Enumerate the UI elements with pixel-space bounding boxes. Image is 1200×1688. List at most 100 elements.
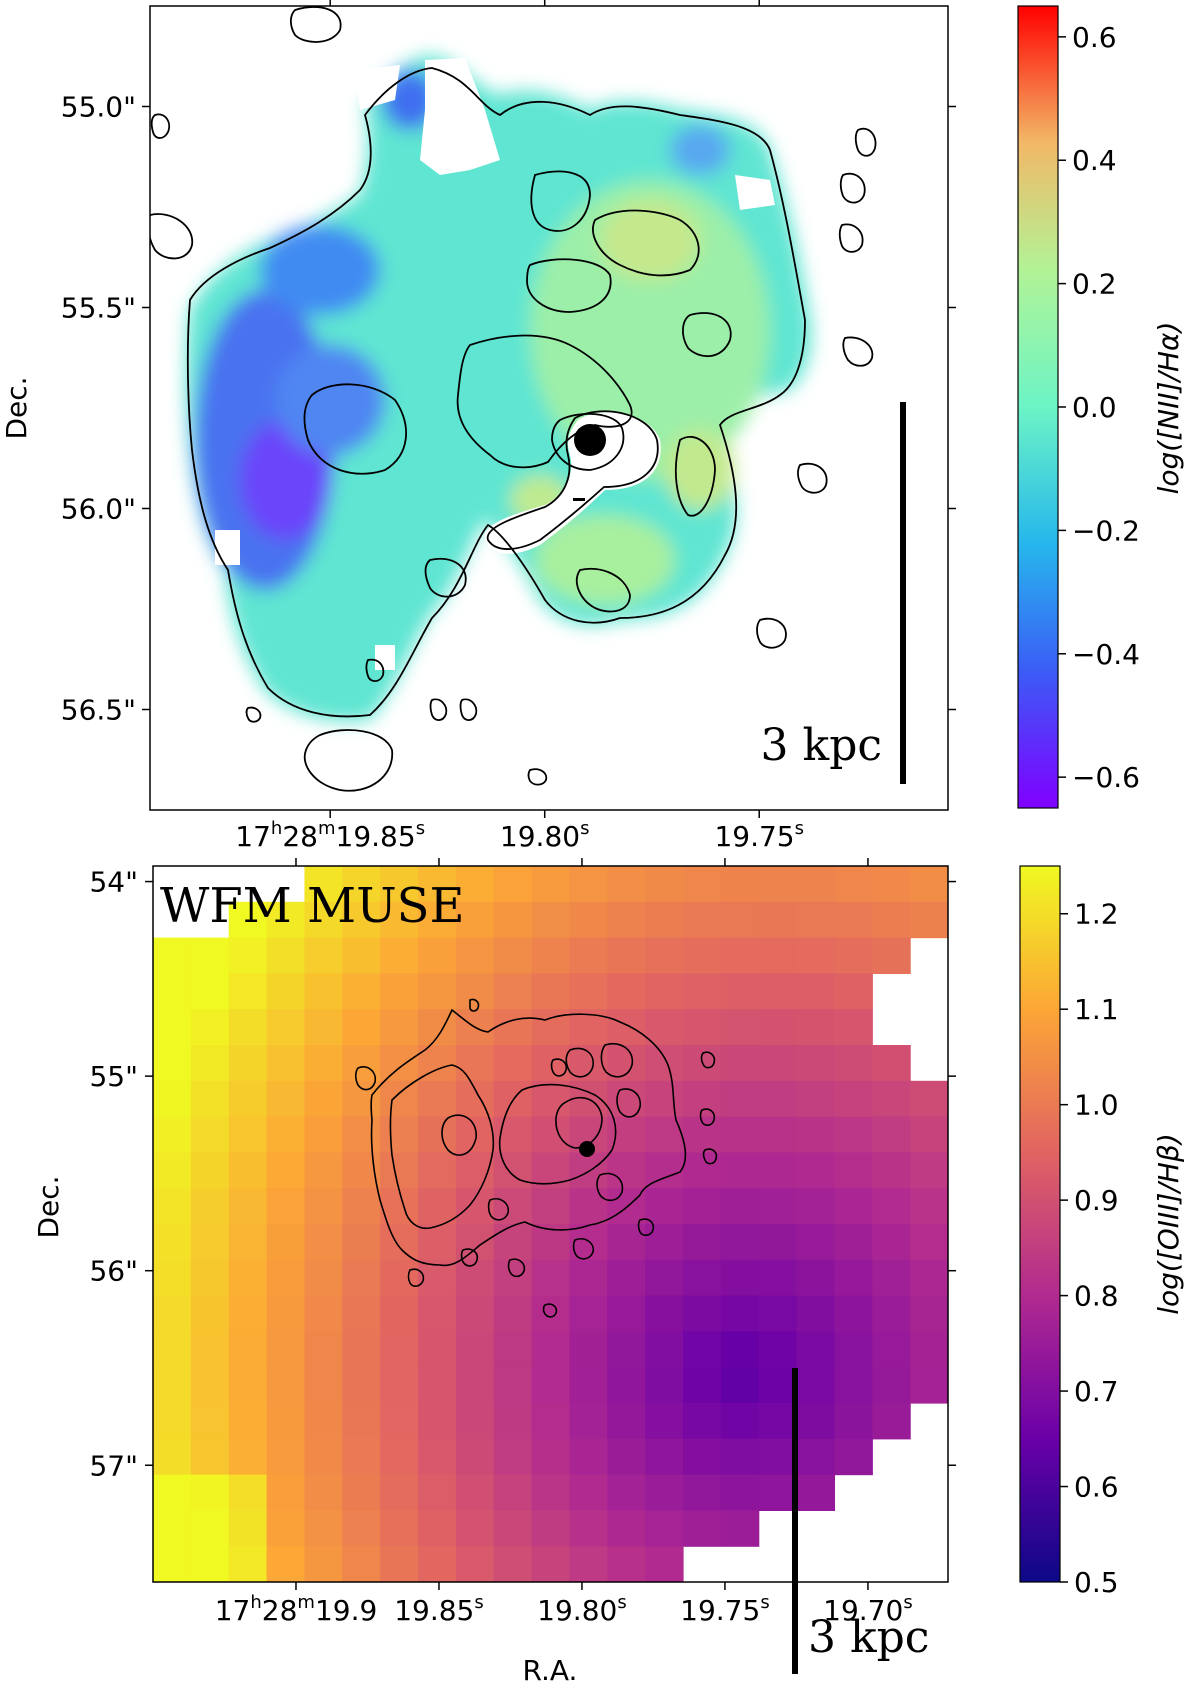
top-xtick-label-part: 28 bbox=[282, 820, 318, 853]
oiii-pixel bbox=[228, 1259, 268, 1297]
bottom-xtick-label-part: s bbox=[474, 1592, 483, 1613]
oiii-pixel bbox=[720, 1331, 760, 1368]
oiii-pixel bbox=[266, 1152, 306, 1189]
oiii-pixel bbox=[607, 937, 646, 974]
oiii-pixel bbox=[304, 1367, 343, 1404]
colorbar-bottom-label: log([OIII]/Hβ) bbox=[1152, 1133, 1185, 1315]
oiii-pixel bbox=[266, 1474, 306, 1511]
oiii-pixel bbox=[455, 1116, 495, 1153]
oiii-pixel bbox=[758, 1438, 798, 1476]
oiii-pixel bbox=[228, 1546, 268, 1582]
oiii-pixel bbox=[342, 1259, 381, 1297]
oiii-pixel bbox=[190, 1224, 230, 1261]
oiii-pixel bbox=[380, 973, 419, 1010]
oiii-pixel bbox=[607, 1331, 646, 1368]
oiii-pixel bbox=[342, 901, 381, 939]
oiii-pixel bbox=[758, 973, 798, 1010]
bottom-xtick-label-part: s bbox=[903, 1592, 912, 1613]
top-ylabel: Dec. bbox=[0, 376, 33, 439]
top-xtick-label-part: 19.80 bbox=[500, 820, 580, 853]
oiii-pixel bbox=[531, 1080, 571, 1118]
oiii-pixel bbox=[380, 1116, 419, 1153]
oiii-pixel bbox=[910, 1116, 948, 1153]
colorbar-bottom-gradient bbox=[1019, 865, 1061, 1583]
bottom-cbtick-label: 0.9 bbox=[1074, 1184, 1119, 1217]
oiii-pixel bbox=[720, 1152, 760, 1189]
oiii-pixel bbox=[645, 1188, 684, 1225]
oiii-pixel bbox=[607, 1546, 646, 1582]
oiii-pixel bbox=[342, 1188, 381, 1225]
oiii-pixel bbox=[720, 901, 760, 939]
oiii-pixel bbox=[493, 937, 533, 974]
oiii-pixel bbox=[493, 1152, 533, 1189]
nii-ratio-map bbox=[150, 6, 877, 792]
oiii-pixel bbox=[569, 1188, 608, 1225]
oiii-pixel bbox=[531, 1546, 571, 1582]
oiii-pixel bbox=[683, 1367, 722, 1404]
oiii-pixel bbox=[342, 1295, 381, 1332]
oiii-pixel bbox=[910, 1367, 948, 1404]
oiii-pixel bbox=[645, 1546, 684, 1582]
oiii-pixel bbox=[834, 1259, 873, 1297]
oiii-pixel bbox=[342, 1224, 381, 1261]
oiii-pixel bbox=[910, 866, 948, 903]
oiii-pixel bbox=[645, 1331, 684, 1368]
bottom-ytick-label: 54" bbox=[89, 866, 138, 899]
oiii-pixel bbox=[380, 1224, 419, 1261]
oiii-pixel bbox=[190, 1331, 230, 1368]
oiii-pixel bbox=[153, 1188, 192, 1225]
oiii-pixel bbox=[190, 1403, 230, 1440]
oiii-pixel bbox=[683, 973, 722, 1010]
top-xtick-label: 19.75s bbox=[714, 818, 804, 853]
scale-bar-bottom-label: 3 kpc bbox=[808, 1612, 929, 1663]
top-ytick-label: 56.5" bbox=[61, 694, 136, 727]
oiii-pixel bbox=[645, 866, 684, 903]
oiii-pixel bbox=[758, 1080, 798, 1118]
colorbar-top-ticks: 0.6 0.4 0.2 0.0 −0.2 −0.4 −0.6 bbox=[1058, 21, 1140, 794]
oiii-pixel bbox=[304, 1510, 343, 1547]
oiii-pixel bbox=[342, 1546, 381, 1582]
top-cbtick-label: 0.6 bbox=[1072, 21, 1117, 54]
oiii-pixel bbox=[758, 1403, 798, 1440]
oiii-pixel bbox=[569, 866, 608, 903]
oiii-pixel bbox=[380, 1438, 419, 1476]
oiii-pixel bbox=[418, 1295, 457, 1332]
oiii-pixel bbox=[342, 1331, 381, 1368]
oiii-pixel bbox=[418, 937, 457, 974]
oiii-pixel bbox=[569, 1295, 608, 1332]
oiii-pixel bbox=[153, 1080, 192, 1118]
oiii-pixel bbox=[342, 1080, 381, 1118]
oiii-pixel bbox=[796, 866, 836, 903]
scale-bar-top: 3 kpc bbox=[761, 402, 906, 784]
oiii-pixel bbox=[531, 1295, 571, 1332]
oiii-pixel bbox=[569, 1331, 608, 1368]
bottom-ytick-label: 55" bbox=[89, 1060, 138, 1093]
oiii-pixel bbox=[569, 1510, 608, 1547]
oiii-pixel bbox=[683, 1152, 722, 1189]
oiii-pixel bbox=[758, 1009, 798, 1046]
oiii-pixel bbox=[531, 1367, 571, 1404]
bottom-xtick-label-part: 19.70 bbox=[823, 1594, 903, 1627]
oiii-pixel bbox=[720, 1403, 760, 1440]
oiii-pixel bbox=[796, 1009, 836, 1046]
oiii-pixel bbox=[493, 1188, 533, 1225]
oiii-pixel bbox=[304, 1080, 343, 1118]
colorbar-bottom-ticks: 1.2 1.1 1.0 0.9 0.8 0.7 0.6 0.5 bbox=[1060, 898, 1119, 1599]
colorbar-top-label: log([NII]/Hα) bbox=[1152, 322, 1185, 495]
oiii-pixel bbox=[153, 1224, 192, 1261]
bottom-ytick-label: 57" bbox=[89, 1449, 138, 1482]
oiii-pixel bbox=[190, 1367, 230, 1404]
oiii-pixel bbox=[153, 1009, 192, 1046]
oiii-pixel bbox=[872, 1080, 911, 1118]
oiii-pixel bbox=[720, 1009, 760, 1046]
oiii-pixel bbox=[569, 973, 608, 1010]
oiii-pixel bbox=[834, 1152, 873, 1189]
oiii-pixel bbox=[493, 866, 533, 903]
oiii-pixel bbox=[380, 901, 419, 939]
oiii-pixel bbox=[607, 866, 646, 903]
oiii-pixel bbox=[531, 1474, 571, 1511]
oiii-pixel bbox=[607, 1295, 646, 1332]
bottom-xtick-label: 19.85s bbox=[394, 1592, 484, 1627]
oiii-pixel bbox=[872, 1403, 911, 1440]
oiii-pixel bbox=[569, 1259, 608, 1297]
